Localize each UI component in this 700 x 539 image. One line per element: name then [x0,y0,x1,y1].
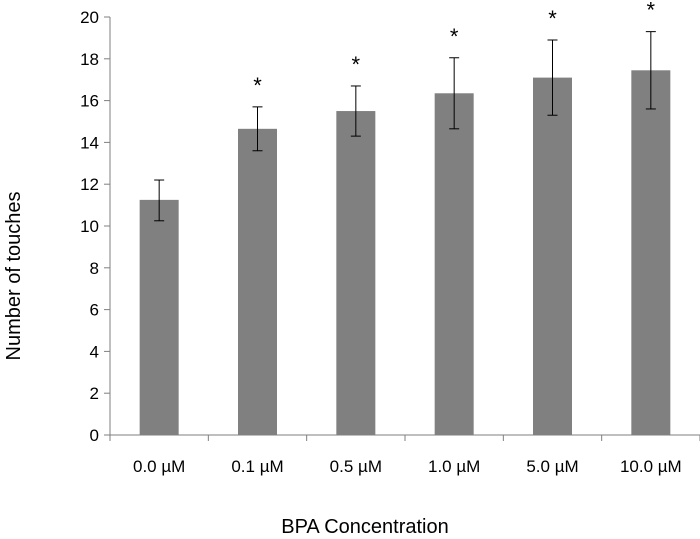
y-tick-label: 18 [80,50,99,69]
y-tick-label: 14 [80,133,99,152]
x-tick-label: 1.0 µM [428,457,480,476]
bar [139,199,179,435]
x-axis-title: BPA Concentration [281,516,449,538]
y-tick-label: 16 [80,92,99,111]
y-tick-label: 0 [90,426,99,445]
significance-marker: * [352,52,361,77]
significance-marker: * [253,73,262,98]
y-tick-label: 20 [80,8,99,27]
bar [336,111,376,436]
bar [238,128,277,435]
bar [631,70,671,436]
significance-marker: * [548,6,557,31]
x-tick-label: 5.0 µM [526,457,578,476]
y-tick-label: 2 [90,384,99,403]
y-tick-label: 8 [90,259,99,278]
y-axis-title: Number of touches [3,192,25,361]
bar [434,93,474,435]
y-tick-label: 10 [80,217,99,236]
x-tick-label: 0.1 µM [231,457,283,476]
x-tick-label: 0.0 µM [133,457,185,476]
plot-area: 0 2 4 6 8 10 12 14 16 18 20 0.0 µM * 0.1 µM * 0.5 µM * 1.… [80,0,700,476]
y-tick-label: 4 [90,342,99,361]
bar [533,77,572,436]
y-tick-label: 6 [90,301,99,320]
significance-marker: * [450,24,459,49]
y-tick-label: 12 [80,175,99,194]
x-tick-label: 10.0 µM [620,457,682,476]
significance-marker: * [647,0,656,23]
x-tick-label: 0.5 µM [330,457,382,476]
